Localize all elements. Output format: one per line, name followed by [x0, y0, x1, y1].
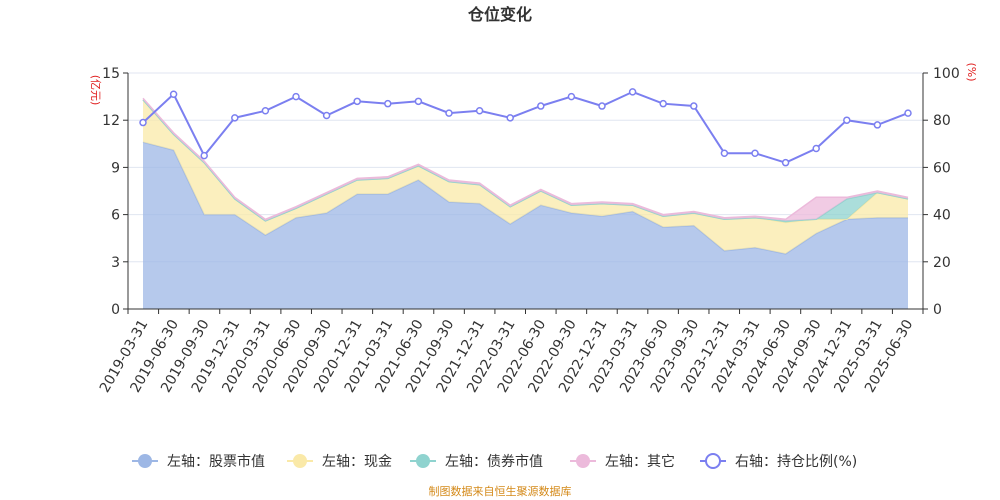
legend-label: 右轴：持仓比例(%): [735, 454, 857, 470]
ratio-point: [261, 107, 270, 115]
ratio-point: [812, 144, 820, 153]
ratio-point: [384, 99, 392, 108]
ratio-point: [292, 92, 300, 101]
source-note: 制图数据来自恒生聚源数据库: [429, 484, 572, 498]
area-左轴：其它: [143, 98, 908, 221]
left-y-tick-label: 12: [102, 113, 120, 129]
ratio-line-path: [142, 90, 909, 164]
legend-swatch-marker: [576, 454, 590, 468]
right-y-tick-label: 40: [933, 208, 951, 224]
right-y-tick-label: 60: [933, 160, 951, 176]
ratio-point: [873, 121, 882, 129]
y-axis-labels: 0 3 6 9 12 15 0 20 40 60 80 100: [102, 66, 960, 318]
ratio-point: [751, 149, 759, 157]
ratio-point: [445, 109, 453, 117]
area-左轴：股票市值: [143, 142, 908, 309]
left-axis-unit: (亿元): [89, 75, 102, 106]
ratio-line: [139, 88, 912, 167]
right-y-tick-label: 0: [933, 302, 942, 318]
chart-title: 仓位变化: [467, 5, 532, 24]
ratio-point: [506, 114, 514, 122]
ratio-point: [567, 92, 576, 101]
legend-swatch-marker: [293, 454, 307, 468]
x-axis-labels: 2019-03-312019-06-302019-09-302019-12-31…: [97, 317, 917, 395]
ratio-point: [537, 102, 545, 110]
legend: 左轴：股票市值 左轴：现金 左轴：债券市值 左轴：其它 右轴：持仓比例(%): [132, 453, 857, 470]
ratio-point: [843, 116, 851, 124]
ratio-point: [690, 102, 698, 110]
area-edge-左轴：债券市值: [142, 99, 909, 222]
right-y-tick-label: 100: [933, 66, 960, 82]
ratio-point: [353, 97, 361, 106]
ratio-point: [720, 149, 729, 157]
ratio-point: [322, 111, 331, 120]
stacked-areas: [142, 97, 909, 309]
ratio-point: [475, 107, 484, 115]
left-y-tick-label: 3: [111, 255, 120, 271]
axes: [123, 72, 928, 314]
right-axis-unit: (%): [965, 62, 978, 81]
left-y-tick-label: 0: [111, 302, 120, 318]
left-y-tick-label: 15: [102, 66, 120, 82]
legend-label: 左轴：股票市值: [167, 453, 265, 470]
left-y-tick-label: 6: [111, 208, 120, 224]
legend-swatch-marker: [138, 454, 152, 468]
right-y-tick-label: 20: [933, 255, 951, 271]
area-左轴：债券市值: [143, 99, 908, 223]
ratio-point: [200, 151, 208, 160]
ratio-point: [231, 114, 239, 122]
ratio-point: [904, 109, 912, 117]
legend-swatch-marker: [705, 453, 721, 469]
legend-swatch-marker: [416, 454, 430, 468]
ratio-point: [598, 102, 606, 110]
ratio-point: [659, 99, 667, 108]
ratio-point: [628, 88, 637, 96]
ratio-point: [414, 97, 423, 106]
legend-label: 左轴：现金: [322, 454, 392, 470]
area-edge-左轴：其它: [142, 97, 909, 221]
ratio-point: [139, 118, 147, 127]
left-y-tick-label: 9: [111, 160, 120, 176]
legend-label: 左轴：其它: [605, 453, 675, 470]
ratio-point: [781, 158, 790, 167]
legend-label: 左轴：债券市值: [445, 453, 543, 470]
right-y-tick-label: 80: [933, 113, 951, 129]
ratio-point: [169, 90, 178, 98]
